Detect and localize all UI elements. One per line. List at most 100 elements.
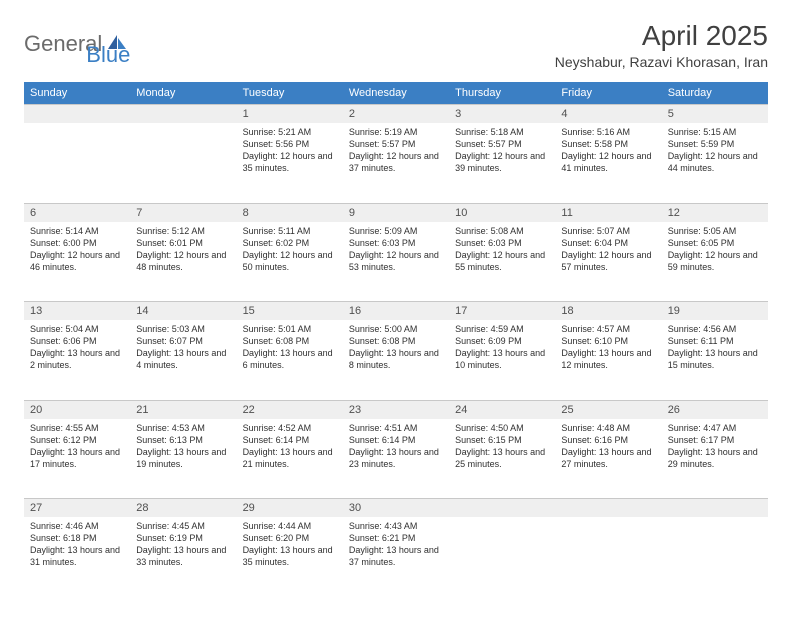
day-num-cell: 6 xyxy=(24,203,130,222)
day-content: Sunrise: 5:03 AMSunset: 6:07 PMDaylight:… xyxy=(130,320,236,377)
day-cell: Sunrise: 5:19 AMSunset: 5:57 PMDaylight:… xyxy=(343,123,449,203)
day-content: Sunrise: 5:04 AMSunset: 6:06 PMDaylight:… xyxy=(24,320,130,377)
day-header-tuesday: Tuesday xyxy=(237,82,343,105)
day-cell: Sunrise: 5:12 AMSunset: 6:01 PMDaylight:… xyxy=(130,222,236,302)
day-cell: Sunrise: 5:03 AMSunset: 6:07 PMDaylight:… xyxy=(130,320,236,400)
day-content: Sunrise: 4:51 AMSunset: 6:14 PMDaylight:… xyxy=(343,419,449,476)
day-header-monday: Monday xyxy=(130,82,236,105)
day-cell: Sunrise: 5:04 AMSunset: 6:06 PMDaylight:… xyxy=(24,320,130,400)
calendar-table: SundayMondayTuesdayWednesdayThursdayFrid… xyxy=(24,82,768,597)
day-number: 19 xyxy=(662,302,768,320)
day-number: 21 xyxy=(130,401,236,419)
day-header-wednesday: Wednesday xyxy=(343,82,449,105)
day-cell: Sunrise: 5:08 AMSunset: 6:03 PMDaylight:… xyxy=(449,222,555,302)
page-header: General Blue April 2025 Neyshabur, Razav… xyxy=(24,20,768,70)
location: Neyshabur, Razavi Khorasan, Iran xyxy=(555,54,768,70)
empty-cell xyxy=(662,517,768,597)
day-num-cell: 8 xyxy=(237,203,343,222)
day-content: Sunrise: 5:11 AMSunset: 6:02 PMDaylight:… xyxy=(237,222,343,279)
day-num-cell: 30 xyxy=(343,499,449,518)
empty-cell xyxy=(24,123,130,203)
day-num-cell: 21 xyxy=(130,400,236,419)
day-number: 4 xyxy=(555,105,661,123)
day-content: Sunrise: 4:47 AMSunset: 6:17 PMDaylight:… xyxy=(662,419,768,476)
day-content: Sunrise: 5:12 AMSunset: 6:01 PMDaylight:… xyxy=(130,222,236,279)
day-number: 1 xyxy=(237,105,343,123)
day-cell: Sunrise: 4:56 AMSunset: 6:11 PMDaylight:… xyxy=(662,320,768,400)
day-content: Sunrise: 4:55 AMSunset: 6:12 PMDaylight:… xyxy=(24,419,130,476)
day-number: 17 xyxy=(449,302,555,320)
day-cell: Sunrise: 5:09 AMSunset: 6:03 PMDaylight:… xyxy=(343,222,449,302)
empty-num-cell xyxy=(130,105,236,124)
day-content: Sunrise: 5:07 AMSunset: 6:04 PMDaylight:… xyxy=(555,222,661,279)
day-content: Sunrise: 5:16 AMSunset: 5:58 PMDaylight:… xyxy=(555,123,661,180)
day-number: 26 xyxy=(662,401,768,419)
empty-num-cell xyxy=(449,499,555,518)
day-num-cell: 17 xyxy=(449,302,555,321)
week-num-row: 27282930 xyxy=(24,499,768,518)
day-num-cell: 23 xyxy=(343,400,449,419)
day-num-cell: 14 xyxy=(130,302,236,321)
day-number: 14 xyxy=(130,302,236,320)
day-num-cell: 5 xyxy=(662,105,768,124)
day-number: 28 xyxy=(130,499,236,517)
day-cell: Sunrise: 4:45 AMSunset: 6:19 PMDaylight:… xyxy=(130,517,236,597)
day-content: Sunrise: 5:08 AMSunset: 6:03 PMDaylight:… xyxy=(449,222,555,279)
day-num-cell: 1 xyxy=(237,105,343,124)
day-num-cell: 25 xyxy=(555,400,661,419)
day-content: Sunrise: 4:57 AMSunset: 6:10 PMDaylight:… xyxy=(555,320,661,377)
day-content: Sunrise: 5:15 AMSunset: 5:59 PMDaylight:… xyxy=(662,123,768,180)
day-cell: Sunrise: 4:43 AMSunset: 6:21 PMDaylight:… xyxy=(343,517,449,597)
day-header-saturday: Saturday xyxy=(662,82,768,105)
day-content: Sunrise: 5:18 AMSunset: 5:57 PMDaylight:… xyxy=(449,123,555,180)
calendar-page: General Blue April 2025 Neyshabur, Razav… xyxy=(0,0,792,617)
empty-cell xyxy=(130,123,236,203)
day-number: 2 xyxy=(343,105,449,123)
empty-num-cell xyxy=(555,499,661,518)
day-number: 15 xyxy=(237,302,343,320)
title-block: April 2025 Neyshabur, Razavi Khorasan, I… xyxy=(555,20,768,70)
week-content-row: Sunrise: 5:04 AMSunset: 6:06 PMDaylight:… xyxy=(24,320,768,400)
week-content-row: Sunrise: 4:46 AMSunset: 6:18 PMDaylight:… xyxy=(24,517,768,597)
day-number: 7 xyxy=(130,204,236,222)
day-number: 5 xyxy=(662,105,768,123)
week-content-row: Sunrise: 5:14 AMSunset: 6:00 PMDaylight:… xyxy=(24,222,768,302)
day-num-cell: 13 xyxy=(24,302,130,321)
day-cell: Sunrise: 4:55 AMSunset: 6:12 PMDaylight:… xyxy=(24,419,130,499)
month-title: April 2025 xyxy=(555,20,768,52)
day-number: 12 xyxy=(662,204,768,222)
day-num-cell: 28 xyxy=(130,499,236,518)
day-header-friday: Friday xyxy=(555,82,661,105)
day-content: Sunrise: 5:19 AMSunset: 5:57 PMDaylight:… xyxy=(343,123,449,180)
day-cell: Sunrise: 4:44 AMSunset: 6:20 PMDaylight:… xyxy=(237,517,343,597)
day-num-cell: 15 xyxy=(237,302,343,321)
day-number: 11 xyxy=(555,204,661,222)
day-num-cell: 3 xyxy=(449,105,555,124)
day-number: 9 xyxy=(343,204,449,222)
day-content: Sunrise: 5:09 AMSunset: 6:03 PMDaylight:… xyxy=(343,222,449,279)
day-cell: Sunrise: 5:18 AMSunset: 5:57 PMDaylight:… xyxy=(449,123,555,203)
day-cell: Sunrise: 5:07 AMSunset: 6:04 PMDaylight:… xyxy=(555,222,661,302)
empty-cell xyxy=(555,517,661,597)
day-content: Sunrise: 4:48 AMSunset: 6:16 PMDaylight:… xyxy=(555,419,661,476)
day-number: 8 xyxy=(237,204,343,222)
day-number: 20 xyxy=(24,401,130,419)
day-num-cell: 24 xyxy=(449,400,555,419)
day-content: Sunrise: 4:53 AMSunset: 6:13 PMDaylight:… xyxy=(130,419,236,476)
day-number: 25 xyxy=(555,401,661,419)
day-number: 10 xyxy=(449,204,555,222)
day-header-sunday: Sunday xyxy=(24,82,130,105)
week-content-row: Sunrise: 4:55 AMSunset: 6:12 PMDaylight:… xyxy=(24,419,768,499)
day-header-thursday: Thursday xyxy=(449,82,555,105)
day-cell: Sunrise: 5:05 AMSunset: 6:05 PMDaylight:… xyxy=(662,222,768,302)
day-content: Sunrise: 5:05 AMSunset: 6:05 PMDaylight:… xyxy=(662,222,768,279)
day-number: 30 xyxy=(343,499,449,517)
day-num-cell: 27 xyxy=(24,499,130,518)
day-num-cell: 2 xyxy=(343,105,449,124)
day-num-cell: 9 xyxy=(343,203,449,222)
day-content: Sunrise: 4:52 AMSunset: 6:14 PMDaylight:… xyxy=(237,419,343,476)
calendar-body: 12345Sunrise: 5:21 AMSunset: 5:56 PMDayl… xyxy=(24,105,768,598)
day-number: 16 xyxy=(343,302,449,320)
empty-num-cell xyxy=(24,105,130,124)
day-cell: Sunrise: 4:59 AMSunset: 6:09 PMDaylight:… xyxy=(449,320,555,400)
